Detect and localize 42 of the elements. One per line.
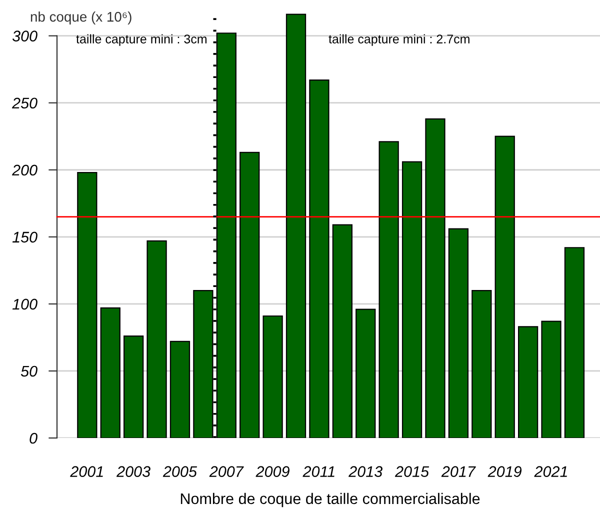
y-tick-label: 300 (12, 30, 38, 42)
x-tick-label: 2011 (302, 466, 334, 477)
annotation: taille capture mini : 3cm (76, 34, 206, 46)
bar (472, 290, 492, 438)
y-tick-label: 250 (12, 98, 38, 109)
bar (541, 320, 562, 438)
bar (262, 315, 283, 438)
y-tick-label: 100 (12, 298, 38, 310)
bar (146, 240, 167, 438)
x-tick-label: 2013 (348, 466, 382, 477)
bar (100, 307, 120, 438)
y-tick-label: 0 (30, 432, 38, 444)
bar (564, 247, 585, 438)
y-axis-title: nb coque (x 10⁶) (30, 12, 132, 24)
x-tick-label: 2021 (534, 466, 567, 477)
x-tick-label: 2009 (256, 466, 290, 477)
bar (356, 308, 376, 438)
bar (170, 340, 190, 438)
x-tick-label: 2003 (116, 466, 150, 477)
bar (240, 152, 260, 438)
x-tick-label: 2007 (209, 466, 244, 477)
bar (77, 172, 98, 438)
bar (286, 14, 306, 438)
bar (448, 228, 469, 438)
bar (378, 141, 399, 438)
x-tick-label: 2015 (394, 466, 430, 477)
y-tick-label: 150 (12, 232, 38, 243)
x-tick-label: 2005 (162, 466, 198, 477)
x-tick-label: 2019 (488, 466, 522, 477)
bar (494, 136, 515, 438)
annotation: taille capture mini : 2.7cm (328, 34, 470, 46)
x-axis-title: Nombre de coque de taille commercialisable (180, 492, 480, 508)
bar (402, 161, 422, 438)
bar (332, 224, 352, 438)
bar (425, 118, 446, 438)
y-tick-label: 50 (20, 366, 38, 377)
bar (518, 326, 538, 438)
x-tick-label: 2017 (441, 466, 476, 477)
y-tick-label: 200 (12, 164, 38, 176)
bar (124, 336, 144, 438)
bar (309, 80, 330, 438)
x-tick-label: 2001 (70, 466, 103, 477)
